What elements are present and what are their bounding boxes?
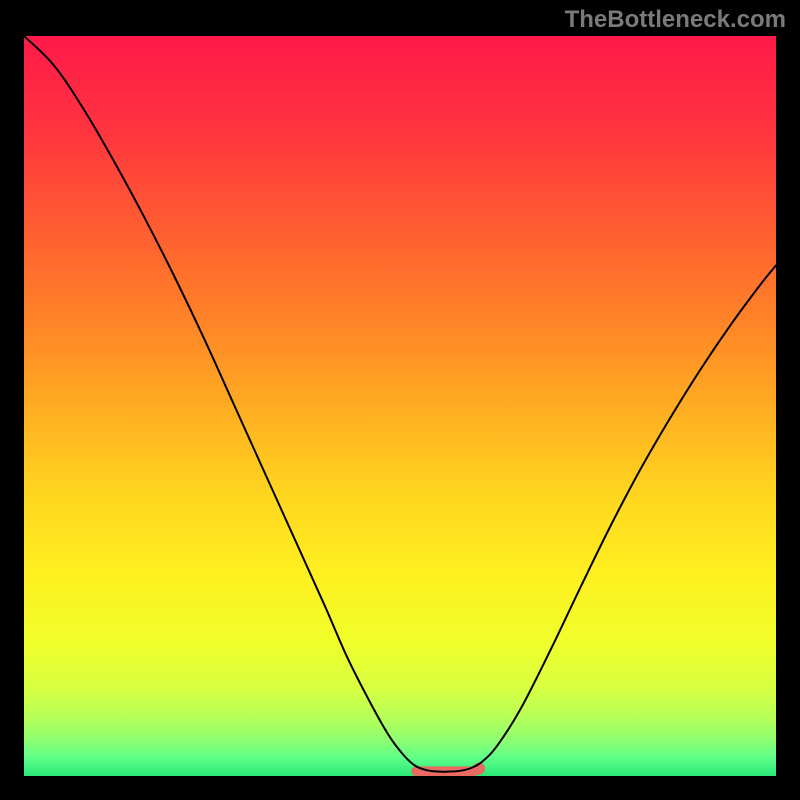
gradient-background	[24, 36, 776, 776]
bottleneck-chart: TheBottleneck.com	[0, 0, 800, 800]
watermark-text: TheBottleneck.com	[565, 6, 786, 34]
chart-svg	[24, 36, 776, 776]
plot-area	[24, 36, 776, 776]
